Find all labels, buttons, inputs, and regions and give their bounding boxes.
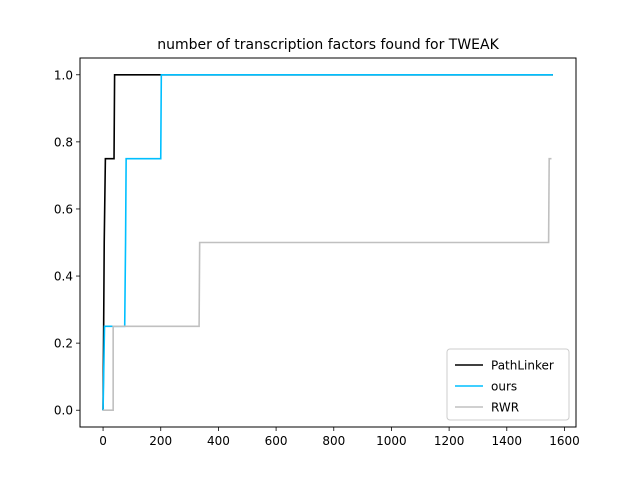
y-axis: 0.0 0.2 0.4 0.6 0.8 1.0 [54,68,80,418]
x-tick-label: 800 [322,434,345,448]
legend-label: PathLinker [491,359,554,373]
y-tick-label: 0.8 [54,135,73,149]
x-tick-label: 1600 [549,434,580,448]
y-tick-label: 1.0 [54,68,73,82]
series-line-rwr [103,157,552,412]
x-tick-label: 1200 [434,434,465,448]
plot-frame [79,57,577,428]
y-tick-label: 0.6 [54,202,73,216]
series-layer [102,73,553,412]
x-tick-label: 600 [265,434,288,448]
x-tick-label: 1000 [376,434,407,448]
x-tick-label: 200 [149,434,172,448]
x-tick-label: 1400 [492,434,523,448]
x-tick-label: 400 [207,434,230,448]
y-tick-label: 0.0 [54,404,73,418]
series-line-pathlinker [102,73,553,411]
x-axis: 0 200 400 600 800 1000 1200 1400 1600 [99,427,580,448]
legend-label: RWR [491,401,519,415]
legend-box [446,348,570,421]
legend-label: ours [491,380,517,394]
series-line-ours [102,73,553,411]
y-tick-label: 0.2 [54,337,73,351]
y-tick-label: 0.4 [54,270,73,284]
legend: PathLinker ours RWR [446,348,570,421]
x-tick-label: 0 [99,434,107,448]
chart-title: number of transcription factors found fo… [157,37,499,53]
